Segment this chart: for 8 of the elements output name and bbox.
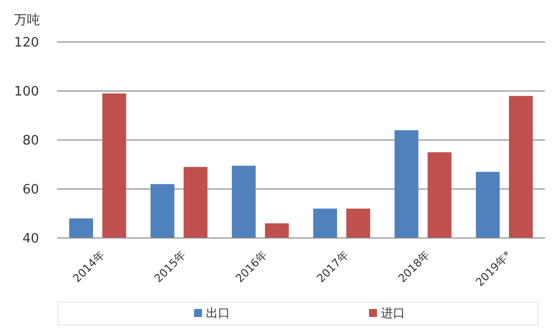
legend-label: 进口 xyxy=(381,306,405,320)
legend-label: 出口 xyxy=(206,306,230,320)
y-tick-label: 120 xyxy=(14,36,39,51)
y-tick-label: 60 xyxy=(22,182,39,198)
y-tick-label: 80 xyxy=(22,134,39,149)
y-axis-title: 万吨 xyxy=(14,13,40,28)
y-tick-label: 40 xyxy=(22,232,39,247)
y-tick-label: 100 xyxy=(14,84,39,100)
